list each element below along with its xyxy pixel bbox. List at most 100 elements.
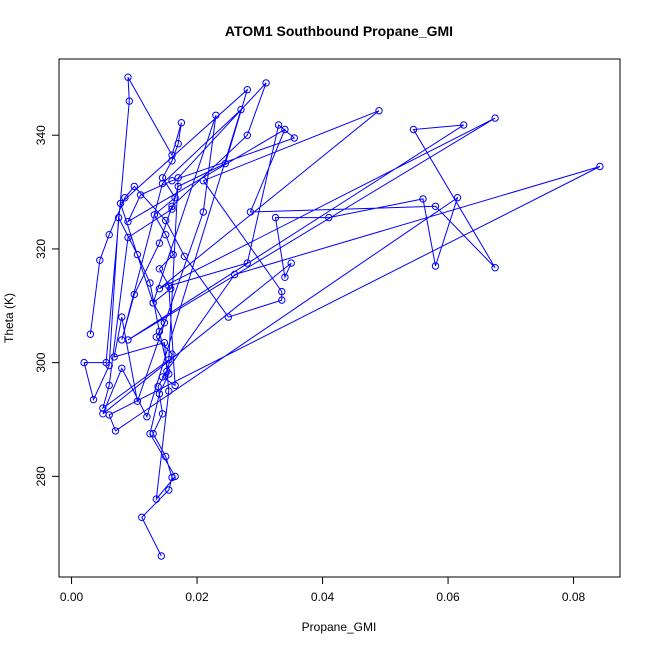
data-point — [105, 361, 113, 370]
data-point — [231, 270, 239, 279]
y-tick-label: 340 — [34, 125, 48, 145]
data-point — [278, 287, 286, 296]
data-point — [96, 256, 104, 264]
data-point — [174, 140, 182, 148]
data-point — [177, 119, 186, 127]
data-point — [124, 336, 132, 344]
data-point — [212, 111, 220, 120]
data-point — [155, 285, 164, 293]
y-tick-label: 320 — [34, 239, 48, 259]
data-point — [152, 333, 161, 341]
data-point — [419, 195, 427, 203]
data-point — [99, 404, 107, 412]
y-axis-label: Theta (K) — [2, 293, 16, 343]
data-point — [325, 213, 333, 222]
data-point — [165, 486, 173, 494]
data-point — [168, 350, 176, 358]
chart-title: ATOM1 Southbound Propane_GMI — [225, 23, 453, 39]
x-axis-label: Propane_GMI — [302, 620, 377, 634]
data-point — [290, 134, 298, 142]
data-point — [165, 387, 173, 395]
data-point — [431, 262, 440, 270]
data-point — [278, 296, 286, 304]
data-point — [130, 182, 139, 191]
data-point — [171, 194, 179, 202]
data-point — [271, 213, 280, 222]
data-point — [237, 105, 245, 114]
data-point — [105, 411, 113, 419]
data-point — [154, 382, 162, 391]
data-point — [224, 313, 233, 321]
data-point — [287, 259, 295, 267]
series-line — [83, 76, 601, 557]
data-point — [246, 208, 255, 216]
data-point — [118, 313, 126, 321]
data-point — [199, 208, 208, 216]
data-point — [409, 125, 418, 134]
data-point — [158, 174, 167, 182]
data-point — [491, 264, 499, 272]
data-point — [221, 159, 230, 168]
data-point — [89, 395, 98, 404]
y-axis: 280 300 320 340 — [34, 125, 59, 486]
data-point — [150, 211, 159, 219]
x-tick-label: 0.04 — [311, 590, 335, 604]
data-point — [165, 370, 173, 378]
data-point — [491, 114, 499, 122]
data-point — [375, 107, 383, 115]
x-tick-label: 0.00 — [60, 590, 84, 604]
data-point — [124, 233, 132, 242]
data-point — [162, 231, 170, 239]
data-point — [121, 194, 129, 202]
data-point — [133, 397, 142, 405]
data-point — [86, 330, 95, 338]
data-point — [149, 299, 157, 307]
data-point — [124, 73, 132, 81]
x-axis: 0.00 0.02 0.04 0.06 0.08 — [60, 577, 586, 604]
data-point — [168, 202, 176, 211]
data-point — [274, 121, 283, 129]
data-point — [152, 495, 161, 503]
y-tick-label: 280 — [34, 466, 48, 486]
data-point — [168, 473, 176, 482]
data-point — [114, 213, 123, 222]
plot-frame — [58, 58, 621, 578]
data-point — [149, 430, 157, 438]
data-point — [180, 252, 189, 260]
data-point — [116, 199, 125, 208]
data-point — [105, 381, 113, 390]
data-point — [168, 205, 176, 213]
data-point — [146, 279, 154, 287]
data-point — [124, 217, 132, 226]
data-point — [162, 452, 170, 461]
data-point — [431, 202, 440, 211]
data-point — [111, 427, 120, 435]
data-point — [136, 191, 145, 199]
data-point — [160, 339, 169, 347]
data-point — [160, 319, 169, 327]
x-tick-label: 0.02 — [185, 590, 209, 604]
data-point — [281, 273, 289, 281]
data-point — [596, 162, 604, 171]
y-tick-label: 300 — [34, 352, 48, 372]
data-point — [281, 125, 289, 134]
series-layer — [80, 73, 604, 560]
data-point — [171, 381, 179, 390]
data-point — [157, 552, 166, 560]
data-point — [168, 151, 176, 159]
data-point — [243, 131, 252, 139]
data-point — [155, 239, 164, 247]
x-tick-label: 0.06 — [436, 590, 460, 604]
data-point — [146, 430, 154, 438]
x-tick-label: 0.08 — [562, 590, 586, 604]
data-point — [243, 86, 252, 94]
data-point — [130, 290, 139, 299]
data-point — [453, 194, 462, 202]
data-point — [105, 231, 113, 239]
data-point — [155, 265, 164, 273]
data-point — [125, 97, 134, 105]
data-point — [158, 179, 167, 188]
data-point — [158, 373, 167, 381]
data-point — [174, 174, 182, 182]
data-point — [155, 390, 164, 398]
